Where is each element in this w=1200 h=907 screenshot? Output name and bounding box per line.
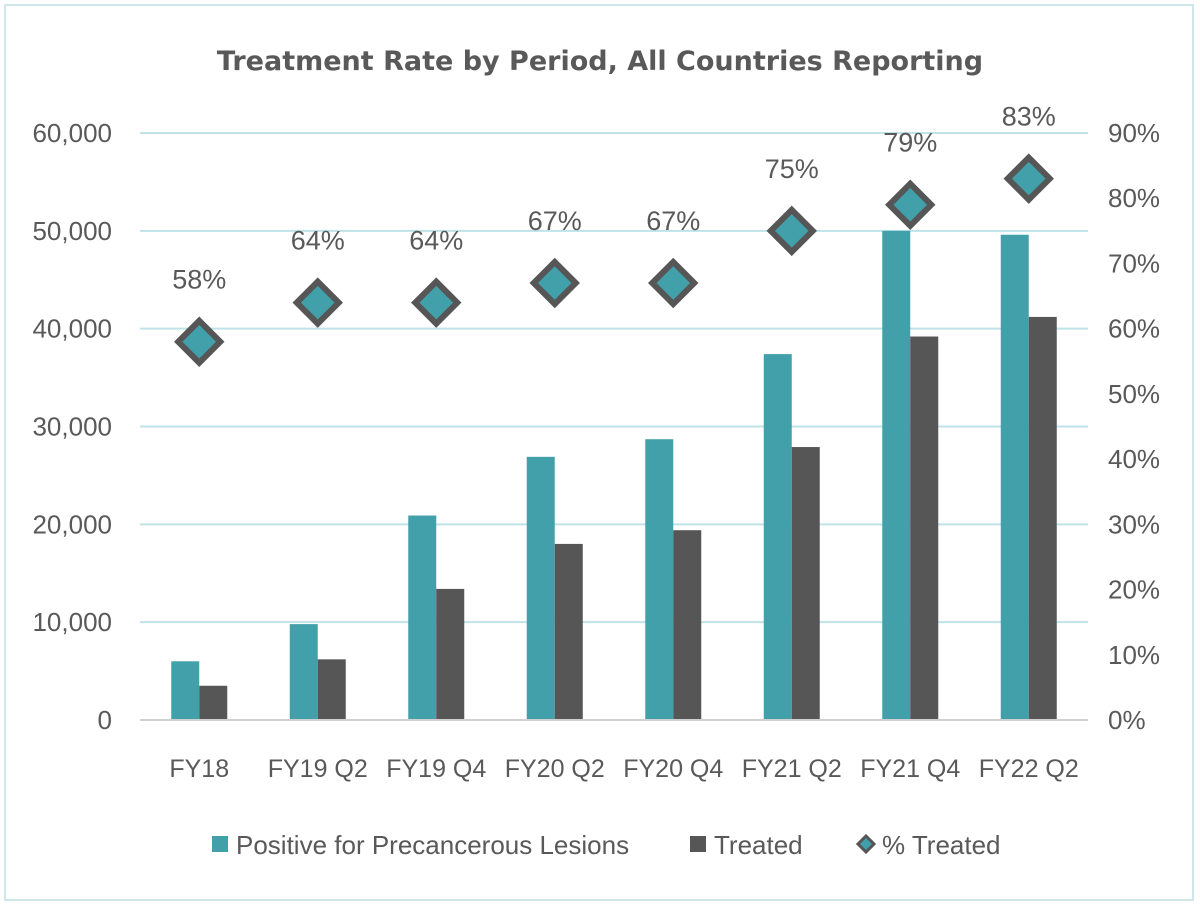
percent-marker xyxy=(885,179,936,230)
bars xyxy=(171,230,1057,721)
chart-frame xyxy=(4,4,1194,901)
bar-treated xyxy=(910,336,939,720)
category-label: FY21 Q2 xyxy=(742,755,842,783)
left-tick-label: 30,000 xyxy=(32,412,112,442)
percent-marker xyxy=(411,277,462,328)
left-axis: 0 10,000 20,000 30,000 40,000 50,000 60,000 xyxy=(32,118,112,735)
percent-marker xyxy=(1003,153,1054,204)
bar-positive xyxy=(171,661,200,720)
bar-positive xyxy=(526,456,555,720)
legend-swatch xyxy=(212,836,228,852)
bar-positive xyxy=(1000,234,1029,720)
right-tick-label: 40% xyxy=(1108,444,1160,474)
category-label: FY20 Q4 xyxy=(623,755,723,783)
percent-marker xyxy=(648,257,699,309)
percent-label: 67% xyxy=(646,206,700,236)
right-tick-label: 20% xyxy=(1108,575,1160,605)
category-label: FY19 Q2 xyxy=(268,755,368,783)
bar-positive xyxy=(408,515,437,720)
right-tick-label: 30% xyxy=(1108,509,1160,539)
percent-label: 64% xyxy=(409,226,463,256)
percent-label: 58% xyxy=(172,265,226,295)
percent-marker xyxy=(174,316,225,367)
bar-treated xyxy=(791,447,820,720)
category-label: FY20 Q2 xyxy=(505,755,605,783)
category-labels: FY18 FY19 Q2 FY19 Q4 FY20 Q2 FY20 Q4 FY21 Q2 F… xyxy=(169,755,1078,783)
left-tick-label: 20,000 xyxy=(32,509,112,539)
legend-swatch xyxy=(855,833,877,855)
bar-positive xyxy=(882,230,911,721)
right-tick-label: 0% xyxy=(1108,705,1146,735)
left-tick-label: 50,000 xyxy=(32,216,112,246)
right-tick-label: 80% xyxy=(1108,183,1160,213)
category-label: FY18 xyxy=(169,755,229,783)
percent-markers: 58% 64% 64% 67% 67% 75% 79% 83% xyxy=(172,102,1056,367)
legend-label: Positive for Precancerous Lesions xyxy=(236,830,629,860)
bar-treated xyxy=(317,659,346,720)
left-tick-label: 10,000 xyxy=(32,607,112,637)
bar-treated xyxy=(1028,316,1057,720)
bar-treated xyxy=(554,543,583,720)
bar-treated xyxy=(199,685,228,720)
legend-label: Treated xyxy=(714,830,803,860)
category-label: FY21 Q4 xyxy=(860,755,960,783)
chart-title: Treatment Rate by Period, All Countries … xyxy=(217,46,983,77)
percent-marker xyxy=(529,257,580,309)
left-tick-label: 40,000 xyxy=(32,314,112,344)
percent-label: 83% xyxy=(1002,102,1056,132)
percent-marker xyxy=(766,205,817,257)
legend: Positive for Precancerous Lesions Treated… xyxy=(212,830,1001,860)
percent-label: 79% xyxy=(883,128,937,158)
legend-swatch xyxy=(690,836,706,852)
bar-positive xyxy=(763,354,792,720)
percent-marker xyxy=(292,277,343,328)
category-label: FY19 Q4 xyxy=(386,755,486,783)
category-label: FY22 Q2 xyxy=(979,755,1079,783)
bar-treated xyxy=(673,530,702,720)
bar-treated xyxy=(436,588,465,720)
right-tick-label: 60% xyxy=(1108,314,1160,344)
percent-label: 64% xyxy=(291,226,345,256)
left-tick-label: 0 xyxy=(98,705,112,735)
bar-positive xyxy=(289,624,318,720)
percent-label: 67% xyxy=(528,206,582,236)
percent-label: 75% xyxy=(765,154,819,184)
bar-positive xyxy=(645,439,674,720)
right-tick-label: 70% xyxy=(1108,248,1160,278)
left-tick-label: 60,000 xyxy=(32,118,112,148)
right-axis: 0% 10% 20% 30% 40% 50% 60% 70% 80% 90% xyxy=(1108,118,1160,735)
right-tick-label: 50% xyxy=(1108,379,1160,409)
right-tick-label: 10% xyxy=(1108,640,1160,670)
gridlines xyxy=(140,132,1088,624)
right-tick-label: 90% xyxy=(1108,118,1160,148)
legend-label: % Treated xyxy=(882,830,1001,860)
